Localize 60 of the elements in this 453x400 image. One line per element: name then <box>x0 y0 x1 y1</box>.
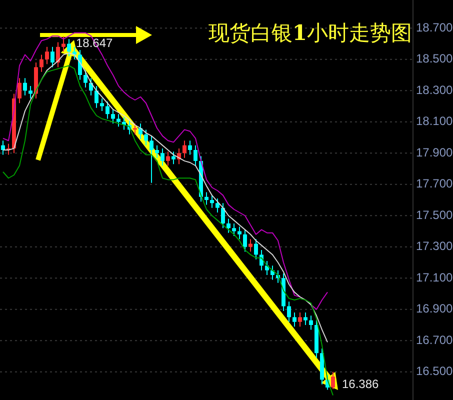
candlestick <box>238 226 242 240</box>
candlestick <box>194 144 198 166</box>
candlestick <box>188 140 192 156</box>
candlestick <box>210 194 214 208</box>
candlestick <box>1 140 5 156</box>
candlestick <box>160 148 164 166</box>
text: 现货白银1小时走势图 <box>208 20 412 45</box>
candlestick <box>298 312 302 328</box>
line-series <box>2 65 334 396</box>
candlestick <box>221 202 225 229</box>
candlestick <box>265 260 269 276</box>
y-tick-label: 18.700 <box>416 20 453 34</box>
candlestick <box>182 140 186 158</box>
candlestick <box>226 218 230 234</box>
candlestick <box>116 114 120 128</box>
y-tick-label: 16.900 <box>416 302 453 316</box>
y-tick-label: 16.700 <box>416 332 453 347</box>
candlestick <box>248 238 252 252</box>
y-tick-label: 16.500 <box>416 364 453 378</box>
candlestick <box>232 222 236 236</box>
candlestick <box>204 192 208 206</box>
candlestick <box>172 151 176 165</box>
candlestick <box>100 98 104 112</box>
candlestick <box>106 101 110 120</box>
candlestick <box>28 85 32 99</box>
y-tick-label: 18.100 <box>416 114 453 128</box>
candlestick <box>150 135 154 184</box>
candlestick <box>309 315 313 330</box>
candlestick <box>138 122 142 140</box>
candlestick <box>84 70 88 88</box>
candlestick <box>62 36 66 52</box>
y-tick-label: 17.900 <box>416 145 453 160</box>
candlestick <box>18 78 22 104</box>
candlestick <box>331 371 335 390</box>
candlestick <box>45 46 49 65</box>
candlestick <box>111 108 115 124</box>
y-tick-label: 17.300 <box>416 239 453 254</box>
candlestick <box>304 312 308 326</box>
candlestick <box>40 54 44 72</box>
candlestick <box>254 238 258 260</box>
candlestick <box>94 85 98 108</box>
y-tick-label: 17.500 <box>416 208 453 222</box>
text: 16.386 <box>342 377 380 392</box>
y-tick-label: 17.700 <box>416 176 453 191</box>
candlestick <box>50 46 54 68</box>
candlestick <box>166 151 170 166</box>
candlestick <box>23 78 27 96</box>
candlestick <box>292 312 296 328</box>
y-tick-label: 18.300 <box>416 82 453 97</box>
candlestick <box>67 38 71 57</box>
candlestick <box>287 301 291 322</box>
y-tick-label: 18.500 <box>416 52 453 66</box>
candlestick <box>216 198 220 213</box>
candlestick <box>56 42 60 68</box>
candlestick <box>243 229 247 252</box>
candlestick <box>144 129 148 146</box>
y-tick-label: 17.100 <box>416 270 453 284</box>
candlestick <box>78 50 82 80</box>
candlestick <box>133 122 137 135</box>
candlestick <box>155 144 159 158</box>
